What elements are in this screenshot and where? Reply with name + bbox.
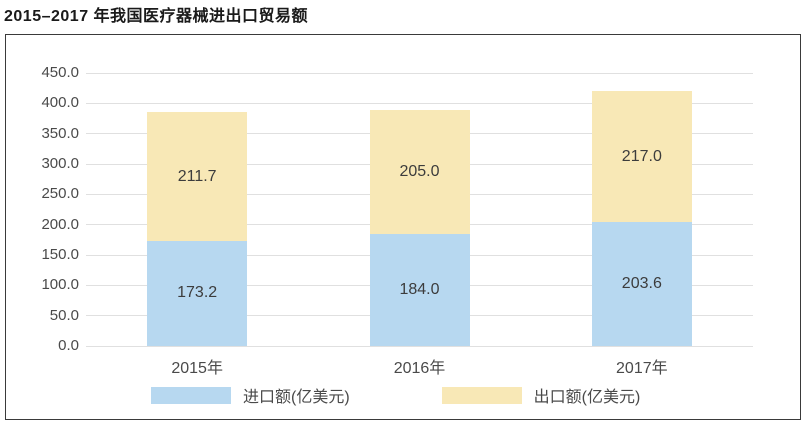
bar-value-label: 173.2: [177, 284, 218, 302]
y-tick-label: 350.0: [41, 124, 79, 142]
x-tick-label: 2017年: [616, 360, 668, 377]
bar-value-label: 205.0: [399, 163, 440, 181]
legend-item: 出口额(亿美元): [441, 383, 641, 407]
import-swatch: [151, 386, 231, 404]
gridline: [86, 72, 753, 74]
gridline: [86, 102, 753, 104]
chart-title: 2015–2017 年我国医疗器械进出口贸易额: [4, 8, 309, 25]
bar-segment-import: 184.0: [369, 234, 470, 346]
bar-value-label: 211.7: [177, 167, 217, 185]
legend-label: 进口额(亿美元): [243, 389, 350, 406]
legend-label: 出口额(亿美元): [533, 389, 641, 406]
bar-value-label: 184.0: [399, 281, 440, 299]
y-tick-label: 100.0: [41, 276, 79, 294]
y-tick-label: 300.0: [41, 155, 79, 172]
bar-segment-import: 173.2: [147, 240, 248, 346]
y-tick-label: 150.0: [41, 246, 79, 263]
export-swatch: [441, 386, 522, 404]
gridline: [86, 345, 753, 347]
x-tick-label: 2016年: [393, 360, 446, 377]
bar-value-label: 217.0: [621, 147, 662, 165]
y-tick-label: 250.0: [41, 185, 79, 203]
bar-segment-export: 217.0: [591, 90, 692, 223]
bar-segment-import: 203.6: [591, 222, 692, 346]
y-tick-label: 450.0: [41, 64, 79, 81]
legend: 进口额(亿美元) 出口额(亿美元): [151, 383, 640, 407]
x-tick-label: 2015年: [171, 360, 223, 377]
chart-frame: 450.0 400.0 350.0 300.0 250.0 200.0 150.0 100.0…: [5, 34, 801, 420]
y-tick-label: 200.0: [41, 215, 79, 233]
bar-segment-export: 205.0: [369, 110, 470, 235]
bar-segment-export: 211.7: [147, 112, 248, 241]
bar-value-label: 203.6: [621, 275, 662, 293]
y-tick-label: 50.0: [49, 306, 79, 324]
y-tick-label: 0.0: [58, 337, 79, 354]
y-tick-label: 400.0: [41, 94, 79, 112]
legend-item: 进口额(亿美元): [151, 383, 350, 407]
